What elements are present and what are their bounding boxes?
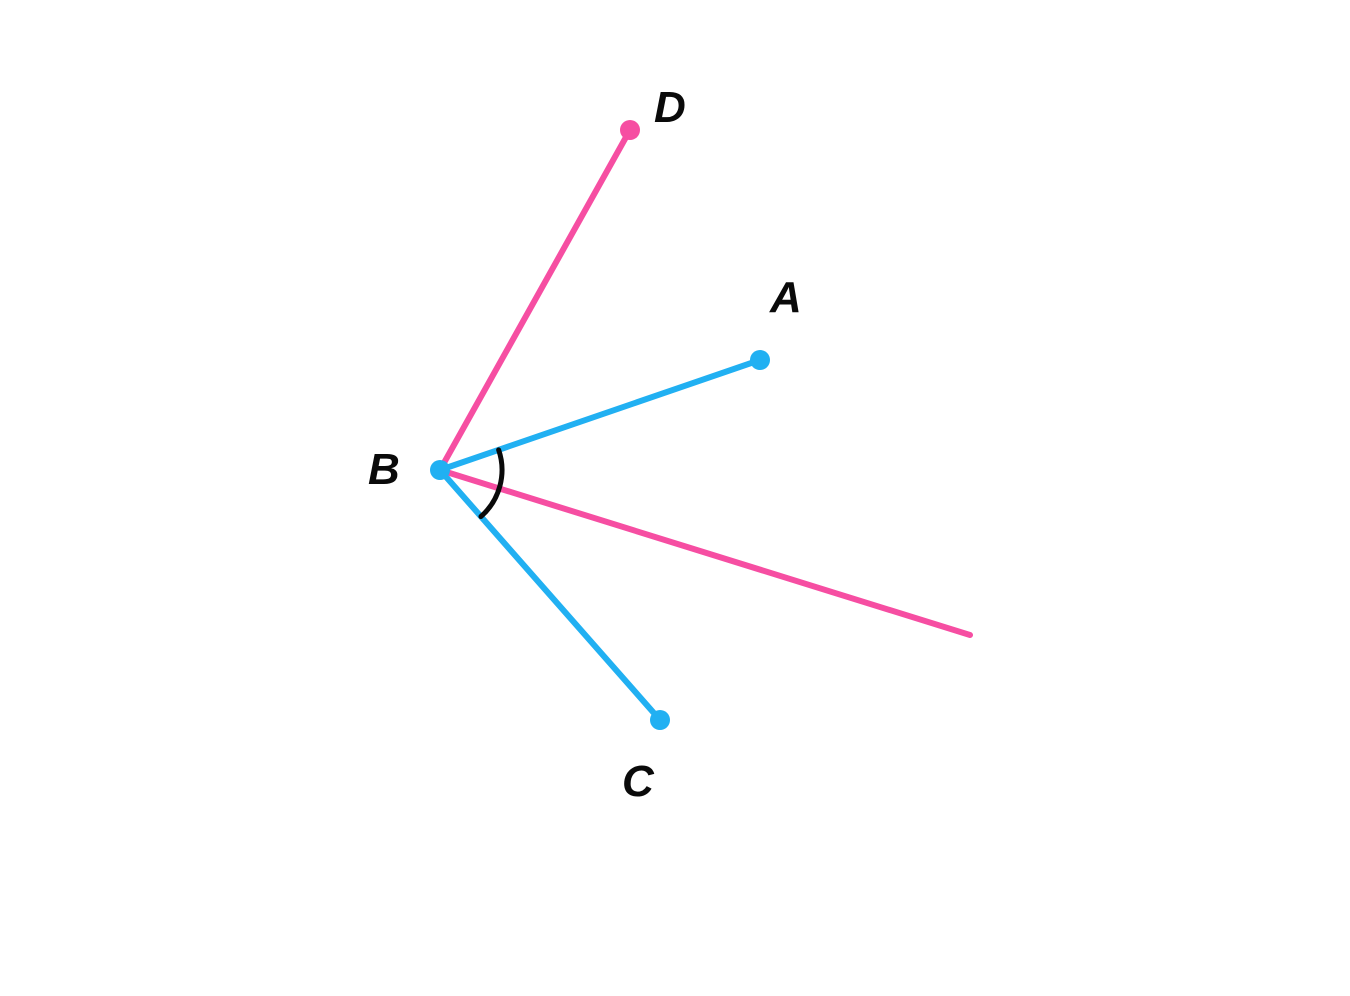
ray-B-E bbox=[440, 470, 970, 635]
label-D: D bbox=[654, 83, 686, 132]
ray-B-A bbox=[440, 360, 760, 470]
label-A: A bbox=[769, 273, 802, 322]
point-D bbox=[620, 120, 640, 140]
point-C bbox=[650, 710, 670, 730]
label-C: C bbox=[622, 757, 655, 806]
geometry-diagram: B A C D bbox=[0, 0, 1350, 996]
label-B: B bbox=[368, 445, 400, 494]
point-A bbox=[750, 350, 770, 370]
ray-B-C bbox=[440, 470, 660, 720]
point-B bbox=[430, 460, 450, 480]
ray-B-D bbox=[440, 130, 630, 470]
